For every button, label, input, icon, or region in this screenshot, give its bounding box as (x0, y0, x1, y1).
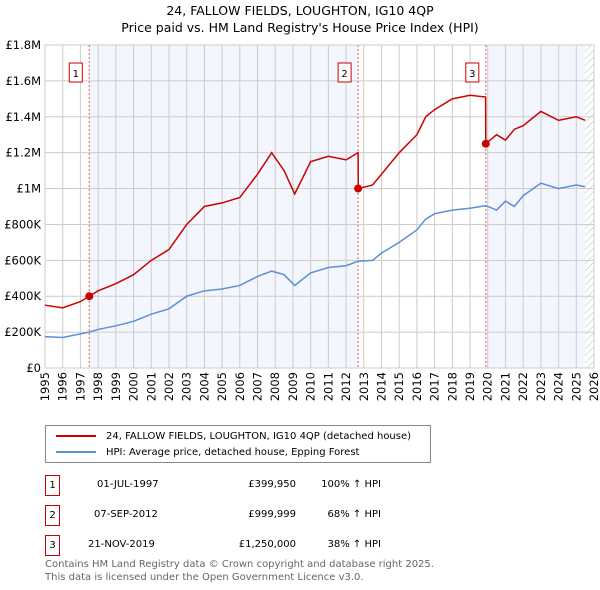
legend-line-property (56, 435, 96, 437)
x-tick-label: 2017 (428, 372, 442, 401)
y-tick-label: £1M (16, 182, 41, 196)
x-tick-label: 2018 (445, 372, 459, 401)
x-tick-label: 2011 (321, 372, 335, 401)
sale-hpi: 100% ↑ HPI (321, 479, 381, 490)
sale-row: 2 07-SEP-2012 £999,999 68% ↑ HPI (45, 505, 445, 526)
x-tick-label: 2014 (374, 372, 388, 401)
x-tick-label: 2004 (197, 372, 211, 401)
x-tick-label: 2006 (233, 372, 247, 401)
hpi-line (44, 182, 586, 339)
sale-price: £1,250,000 (238, 539, 296, 550)
legend-label-hpi: HPI: Average price, detached house, Eppi… (106, 446, 360, 458)
x-tick-label: 1996 (56, 372, 70, 401)
x-tick-label: 2022 (516, 372, 530, 401)
x-tick-label: 2019 (463, 372, 477, 401)
plot-area: 1995 1996 1997 1998 1999 2000 2001 2002 2003 2004… (4, 38, 600, 401)
sale-label-box (68, 62, 83, 83)
sale-price: £999,999 (248, 509, 296, 520)
footer-copyright: Contains HM Land Registry data © Crown c… (45, 559, 434, 570)
sale-number: 1 (45, 475, 60, 496)
sale-row: 1 01-JUL-1997 £399,950 100% ↑ HPI (45, 475, 445, 496)
y-tick-label: £800K (4, 217, 41, 231)
sale-hpi: 68% ↑ HPI (327, 509, 381, 520)
chart-title: 24, FALLOW FIELDS, LOUGHTON, IG10 4QP (166, 3, 434, 18)
sale-label: 1 (73, 69, 79, 80)
shaded-period (89, 45, 359, 368)
x-tick-label: 2003 (180, 372, 194, 401)
x-tick-label: 2025 (569, 372, 583, 401)
legend-line-hpi (56, 451, 96, 453)
x-tick-label: 1997 (73, 372, 87, 401)
footer-licence: This data is licensed under the Open Gov… (45, 572, 364, 583)
x-tick-label: 2016 (410, 372, 424, 401)
sale-hpi: 38% ↑ HPI (327, 539, 381, 550)
sale-row: 3 21-NOV-2019 £1,250,000 38% ↑ HPI (45, 535, 445, 556)
plot-frame (44, 44, 595, 369)
y-tick-label: £400K (4, 289, 41, 303)
sale-label: 3 (469, 69, 475, 80)
legend: 24, FALLOW FIELDS, LOUGHTON, IG10 4QP (d… (45, 425, 431, 463)
x-tick-label: 2009 (286, 372, 300, 401)
y-tick-label: £1.8M (5, 38, 41, 52)
x-tick-label: 2023 (534, 372, 548, 401)
sale-date: 01-JUL-1997 (97, 479, 159, 490)
x-tick-label: 2026 (587, 372, 600, 401)
sale-point (354, 184, 363, 193)
chart-subtitle: Price paid vs. HM Land Registry's House … (121, 20, 479, 35)
y-tick-label: £200K (4, 325, 41, 339)
sale-label: 2 (341, 69, 347, 80)
sale-label-box (337, 62, 352, 83)
sale-number: 3 (45, 535, 60, 556)
x-tick-label: 2010 (304, 372, 318, 401)
x-tick-label: 2008 (268, 372, 282, 401)
shaded-period (485, 45, 586, 368)
y-tick-label: £1.6M (5, 74, 41, 88)
x-tick-label: 2002 (162, 372, 176, 401)
x-tick-label: 1995 (38, 372, 52, 401)
x-tick-label: 2020 (481, 372, 495, 401)
y-tick-label: £0 (26, 361, 41, 375)
property-price-line (44, 94, 586, 309)
x-tick-label: 1998 (91, 372, 105, 401)
sale-point (481, 139, 490, 148)
x-tick-label: 2000 (127, 372, 141, 401)
legend-label-property: 24, FALLOW FIELDS, LOUGHTON, IG10 4QP (d… (106, 430, 412, 442)
x-tick-label: 2005 (215, 372, 229, 401)
sale-label-box (465, 62, 480, 83)
y-tick-label: £1.2M (5, 146, 41, 160)
sale-number: 2 (45, 505, 60, 526)
y-tick-label: £600K (4, 253, 41, 267)
x-tick-label: 2012 (339, 372, 353, 401)
sale-date: 21-NOV-2019 (88, 539, 155, 550)
sale-point (85, 292, 94, 301)
x-tick-label: 2024 (552, 372, 566, 401)
x-tick-label: 2013 (357, 372, 371, 401)
x-tick-label: 2021 (498, 372, 512, 401)
x-tick-label: 2001 (144, 372, 158, 401)
x-tick-label: 2007 (251, 372, 265, 401)
forecast-hatch (585, 45, 594, 368)
x-tick-label: 2015 (392, 372, 406, 401)
sale-date: 07-SEP-2012 (94, 509, 158, 520)
x-tick-label: 1999 (109, 372, 123, 401)
sale-price: £399,950 (248, 479, 296, 490)
y-tick-label: £1.4M (5, 110, 41, 124)
